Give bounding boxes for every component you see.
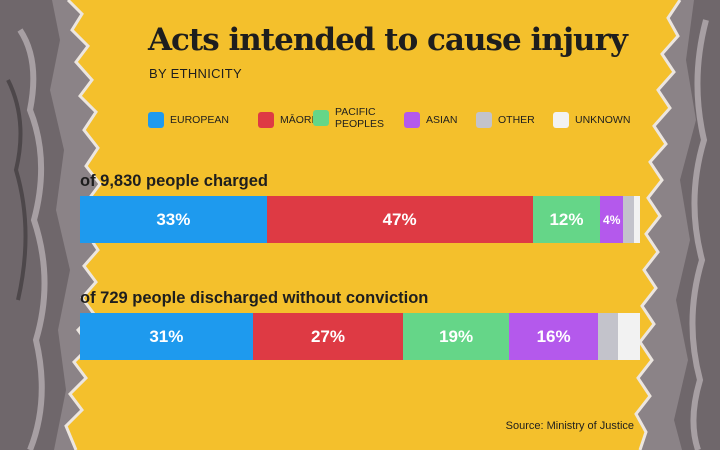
bar-segment-pacific: 19% <box>403 313 510 360</box>
chart-legend: EUROPEAN MĀORI PACIFIC PEOPLES ASIAN OTHER UN… <box>0 106 720 148</box>
bar-segment-label: 27% <box>310 326 345 346</box>
bar-segment-label: 16% <box>536 326 571 346</box>
bar-segment-unknown <box>617 313 640 360</box>
bar-segment-unknown <box>634 196 640 243</box>
legend-label-european: EUROPEAN <box>170 114 229 126</box>
legend-item-pacific: PACIFIC PEOPLES <box>313 106 397 130</box>
legend-swatch-other <box>476 112 492 128</box>
bar-segment-label: 33% <box>156 209 191 229</box>
bar-segment-other <box>598 313 618 360</box>
source-note: Source: Ministry of Justice <box>505 420 634 432</box>
bar-segment-label: 47% <box>382 209 417 229</box>
legend-swatch-asian <box>404 112 420 128</box>
legend-swatch-maori <box>258 112 274 128</box>
chart-title: Acts intended to cause injury <box>148 22 628 58</box>
bar-segment-european: 33% <box>80 196 267 243</box>
legend-label-pacific: PACIFIC PEOPLES <box>335 106 385 130</box>
legend-swatch-unknown <box>553 112 569 128</box>
bar-segment-label: 19% <box>439 326 474 346</box>
left-torn-edge-image <box>0 0 105 450</box>
legend-label-unknown: UNKNOWN <box>575 114 631 126</box>
bar-segment-maori: 47% <box>266 196 533 243</box>
legend-item-maori: MĀORI <box>258 112 350 128</box>
legend-item-european: EUROPEAN <box>148 112 240 128</box>
legend-swatch-pacific <box>313 110 329 126</box>
bar-segment-label: 12% <box>549 209 584 229</box>
bar-segment-asian: 16% <box>509 313 599 360</box>
legend-item-other: OTHER <box>476 112 568 128</box>
bar-label-discharged: of 729 people discharged without convict… <box>80 289 429 307</box>
legend-label-maori: MĀORI <box>280 114 315 126</box>
bar-segment-maori: 27% <box>252 313 404 360</box>
chart-subtitle: BY ETHNICITY <box>149 66 242 81</box>
bar-segment-pacific: 12% <box>532 196 601 243</box>
legend-swatch-european <box>148 112 164 128</box>
bar-segment-label: 4% <box>603 212 621 227</box>
bar-segment-european: 31% <box>80 313 253 360</box>
bar-segment-other <box>623 196 635 243</box>
bar-segment-asian: 4% <box>600 196 624 243</box>
legend-item-unknown: UNKNOWN <box>553 112 645 128</box>
stacked-bar-discharged: 31% 27% 19% 16% <box>80 313 640 360</box>
right-torn-edge-image <box>634 0 720 450</box>
legend-item-asian: ASIAN <box>404 112 496 128</box>
stacked-bar-charged: 33% 47% 12% 4% <box>80 196 640 243</box>
bar-segment-label: 31% <box>149 326 184 346</box>
bar-label-charged: of 9,830 people charged <box>80 172 268 190</box>
legend-label-asian: ASIAN <box>426 114 458 126</box>
legend-label-other: OTHER <box>498 114 535 126</box>
